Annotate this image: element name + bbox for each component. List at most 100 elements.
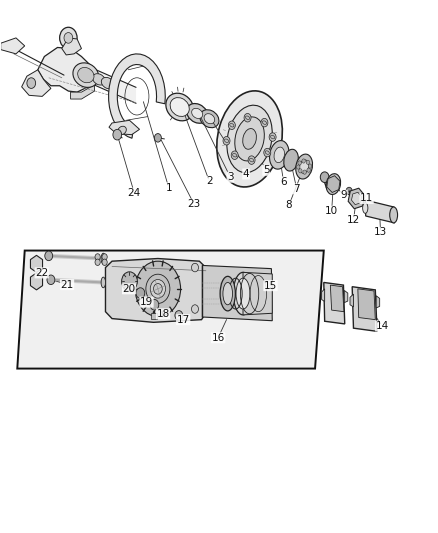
- Circle shape: [191, 305, 198, 313]
- Text: 21: 21: [60, 280, 74, 289]
- Circle shape: [95, 259, 100, 265]
- Circle shape: [45, 251, 53, 261]
- Circle shape: [175, 311, 183, 320]
- Circle shape: [303, 170, 307, 174]
- Circle shape: [307, 168, 311, 172]
- Polygon shape: [31, 273, 42, 290]
- Ellipse shape: [170, 98, 189, 116]
- Ellipse shape: [243, 128, 256, 149]
- Text: 12: 12: [347, 215, 360, 225]
- Text: 7: 7: [293, 184, 300, 194]
- Polygon shape: [350, 294, 353, 307]
- Text: 10: 10: [325, 206, 338, 216]
- Polygon shape: [243, 272, 272, 315]
- Ellipse shape: [92, 74, 105, 85]
- Text: 2: 2: [206, 176, 213, 187]
- Circle shape: [223, 136, 230, 145]
- Polygon shape: [324, 282, 345, 324]
- Circle shape: [60, 27, 77, 49]
- Ellipse shape: [235, 117, 264, 161]
- Circle shape: [308, 164, 312, 168]
- Polygon shape: [348, 188, 365, 209]
- Text: 13: 13: [374, 228, 387, 238]
- Polygon shape: [376, 296, 380, 308]
- Text: 20: 20: [123, 284, 136, 294]
- Ellipse shape: [236, 278, 250, 309]
- Ellipse shape: [227, 105, 272, 173]
- Circle shape: [320, 172, 329, 182]
- Ellipse shape: [101, 277, 106, 288]
- Ellipse shape: [217, 91, 283, 187]
- Polygon shape: [365, 200, 395, 223]
- Ellipse shape: [73, 63, 99, 87]
- Ellipse shape: [78, 68, 94, 83]
- Text: 4: 4: [243, 169, 249, 179]
- Ellipse shape: [326, 174, 341, 195]
- Ellipse shape: [274, 147, 284, 163]
- Ellipse shape: [187, 103, 208, 123]
- Ellipse shape: [204, 114, 215, 124]
- Polygon shape: [351, 192, 362, 205]
- Text: 5: 5: [263, 165, 269, 175]
- Circle shape: [154, 134, 161, 142]
- Circle shape: [64, 33, 73, 43]
- Circle shape: [27, 78, 35, 88]
- Polygon shape: [109, 54, 165, 138]
- Bar: [151, 313, 157, 319]
- Polygon shape: [106, 259, 207, 322]
- Circle shape: [248, 156, 255, 164]
- Circle shape: [135, 261, 180, 317]
- Text: 6: 6: [280, 177, 287, 187]
- Circle shape: [302, 159, 305, 163]
- Polygon shape: [62, 38, 81, 55]
- Text: 24: 24: [127, 188, 141, 198]
- Circle shape: [269, 133, 276, 141]
- Ellipse shape: [223, 282, 233, 305]
- Polygon shape: [92, 68, 136, 103]
- Polygon shape: [352, 287, 377, 332]
- Circle shape: [297, 165, 300, 169]
- Circle shape: [113, 130, 122, 140]
- Circle shape: [191, 263, 198, 272]
- Circle shape: [47, 275, 55, 285]
- Ellipse shape: [363, 203, 368, 213]
- Ellipse shape: [300, 160, 309, 173]
- Text: 8: 8: [286, 200, 292, 211]
- Circle shape: [264, 148, 271, 157]
- Ellipse shape: [220, 276, 235, 311]
- Text: 22: 22: [35, 268, 48, 278]
- Circle shape: [102, 259, 107, 265]
- Polygon shape: [31, 255, 42, 272]
- Polygon shape: [327, 176, 340, 192]
- Circle shape: [244, 114, 251, 122]
- Text: 1: 1: [166, 183, 172, 193]
- Text: 23: 23: [187, 199, 201, 209]
- Circle shape: [102, 254, 107, 260]
- Ellipse shape: [200, 110, 219, 128]
- Ellipse shape: [233, 272, 253, 315]
- Ellipse shape: [150, 279, 166, 298]
- Polygon shape: [358, 289, 375, 320]
- Text: 11: 11: [360, 193, 373, 204]
- Text: 17: 17: [177, 314, 190, 325]
- Circle shape: [150, 300, 159, 310]
- Text: 18: 18: [156, 309, 170, 319]
- Circle shape: [299, 169, 302, 173]
- Text: 3: 3: [227, 172, 233, 182]
- Polygon shape: [71, 85, 95, 99]
- Circle shape: [298, 161, 301, 165]
- Polygon shape: [1, 38, 25, 54]
- Polygon shape: [321, 289, 325, 302]
- Ellipse shape: [166, 93, 194, 121]
- Circle shape: [261, 118, 268, 127]
- Polygon shape: [109, 120, 140, 135]
- Circle shape: [95, 254, 100, 260]
- Ellipse shape: [390, 207, 398, 223]
- Ellipse shape: [101, 253, 106, 264]
- Circle shape: [122, 272, 138, 291]
- Polygon shape: [21, 70, 51, 96]
- Text: 15: 15: [264, 281, 277, 290]
- Text: 16: 16: [212, 333, 225, 343]
- Circle shape: [231, 151, 238, 159]
- Text: 19: 19: [140, 297, 153, 307]
